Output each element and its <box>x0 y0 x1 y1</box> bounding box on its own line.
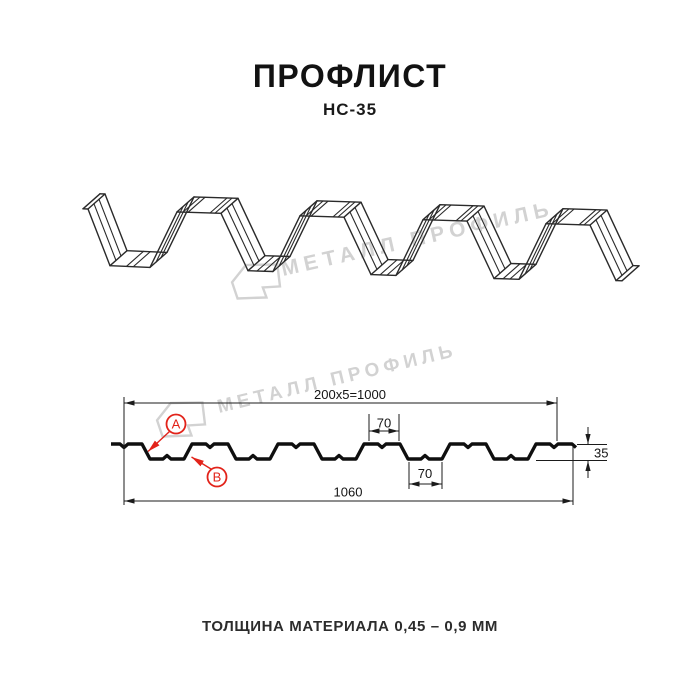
dim-useful-width: 200x5=1000 <box>314 387 386 402</box>
page-title: ПРОФЛИСТ <box>252 58 448 94</box>
dim-rib-bottom: 70 <box>418 466 432 481</box>
callout-b-label: B <box>213 470 222 485</box>
dimension-labels: 200x5=1000 70 70 1060 35 <box>314 387 608 500</box>
dimension-extension-lines <box>123 397 607 505</box>
cross-section-diagram: 200x5=1000 70 70 1060 35 <box>111 387 608 505</box>
callout-a-label: A <box>172 417 181 432</box>
watermark-lower: МЕТАЛЛ ПРОФИЛЬ <box>155 340 459 438</box>
callout-a <box>147 413 187 453</box>
profile-sheet-3d <box>82 193 640 282</box>
callout-b <box>191 456 228 488</box>
watermark-text-lower: МЕТАЛЛ ПРОФИЛЬ <box>215 340 459 418</box>
cross-section-profile <box>111 442 578 461</box>
callout-b-arrow <box>191 456 212 470</box>
watermark-upper: МЕТАЛЛ ПРОФИЛЬ <box>230 197 556 300</box>
profile-model-label: НС-35 <box>322 100 378 119</box>
dim-rib-top: 70 <box>377 416 391 431</box>
metall-profil-logo <box>230 263 282 300</box>
callout-a-circle <box>165 413 187 435</box>
sheet-3d-front-edge <box>82 208 623 282</box>
callout-a-arrow <box>147 430 170 453</box>
dimension-lines <box>124 400 591 504</box>
sheet-3d-slope-grooves <box>93 198 628 276</box>
callout-b-circle <box>206 466 228 488</box>
material-thickness-caption: ТОЛЩИНА МАТЕРИАЛА 0,45 – 0,9 ММ <box>201 618 499 635</box>
dim-height: 35 <box>594 446 608 461</box>
sheet-3d-body <box>83 193 639 281</box>
sheet-3d-depth-edges <box>82 193 640 282</box>
dim-total-width: 1060 <box>334 485 363 500</box>
